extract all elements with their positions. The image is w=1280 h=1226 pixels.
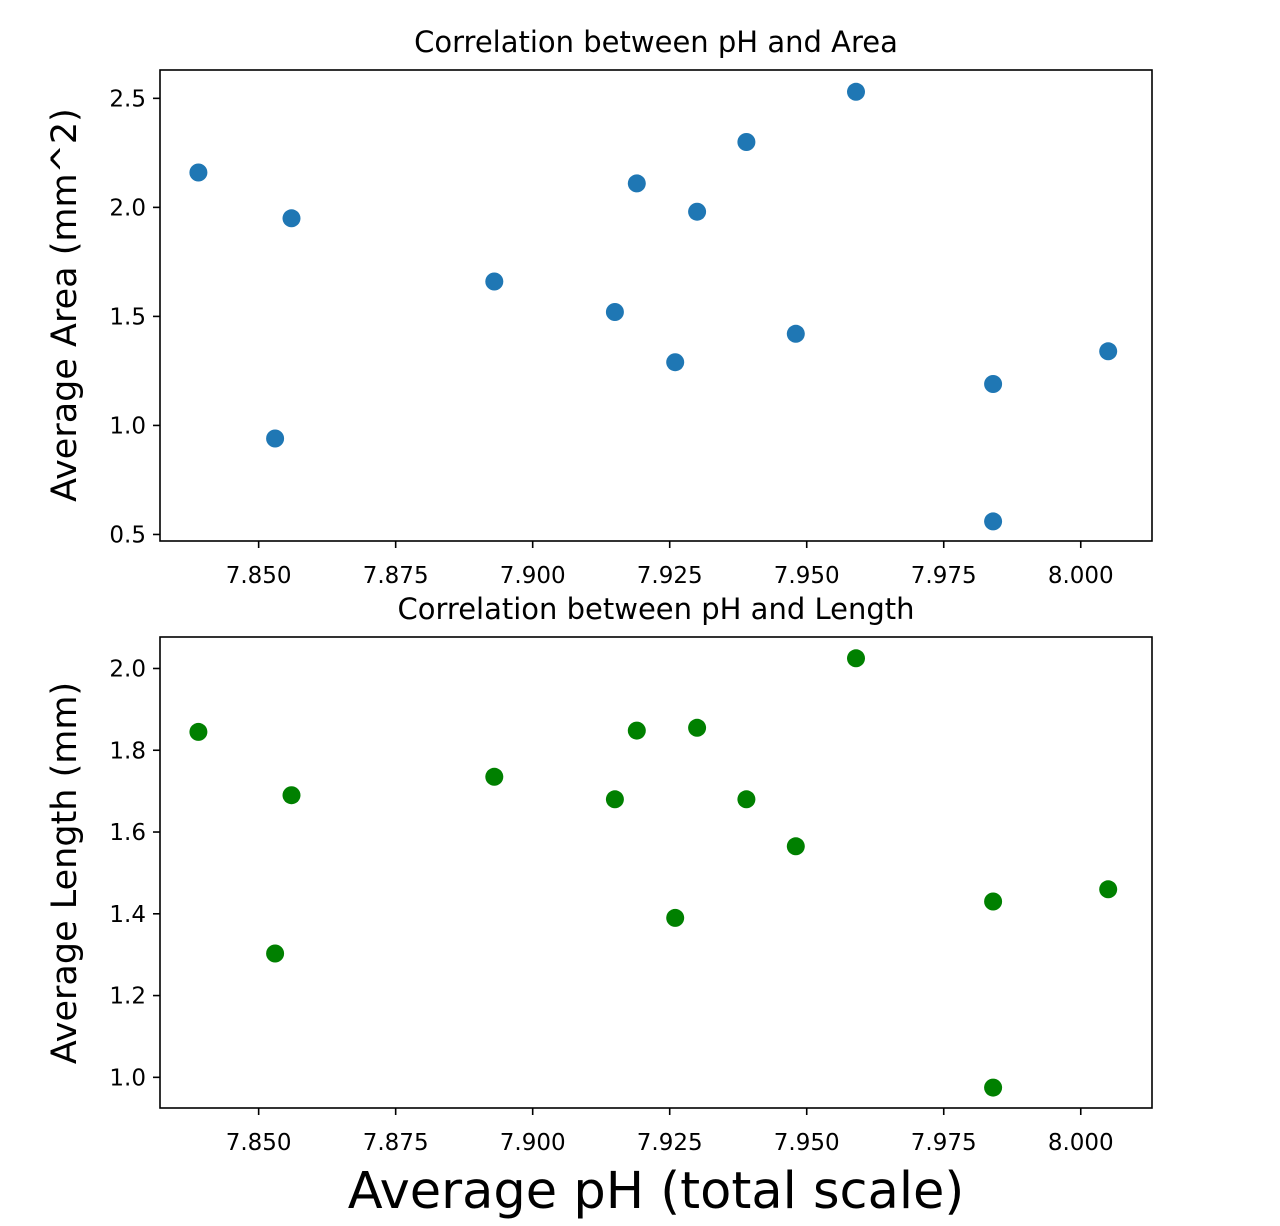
length-data-point <box>627 721 646 740</box>
length-y-tick-label: 2.0 <box>109 656 146 682</box>
length-data-point <box>984 892 1003 911</box>
area-y-tick-label: 2.5 <box>109 86 146 112</box>
length-y-tick-label: 1.4 <box>109 902 146 928</box>
length-data-point <box>737 790 756 809</box>
area-chart-title: Correlation between pH and Area <box>414 25 898 59</box>
area-data-point <box>1099 342 1118 361</box>
length-data-point <box>605 790 624 809</box>
length-x-axis-label: Average pH (total scale) <box>348 1162 965 1221</box>
area-y-axis-label: Average Area (mm^2) <box>45 108 85 502</box>
area-data-point <box>984 375 1003 393</box>
area-x-ticks: 7.850 7.875 7.900 7.925 7.950 7.975 8.000 <box>226 541 1114 589</box>
length-x-tick-label: 7.875 <box>363 1130 429 1156</box>
length-data-point <box>266 944 285 963</box>
length-panel: Correlation between pH and Length Averag… <box>45 592 1153 1221</box>
length-x-tick-label: 7.950 <box>774 1130 840 1156</box>
area-y-ticks: 0.5 1.0 1.5 2.0 2.5 <box>109 86 160 548</box>
area-data-point <box>786 324 805 343</box>
area-data-point <box>688 202 707 221</box>
area-y-tick-label: 1.5 <box>109 304 146 330</box>
length-chart-title: Correlation between pH and Length <box>398 592 915 626</box>
length-y-ticks: 1.0 1.2 1.4 1.6 1.8 2.0 <box>109 656 160 1091</box>
length-data-point <box>688 718 707 737</box>
area-x-tick-label: 7.975 <box>911 563 977 589</box>
length-scatter-points <box>189 649 1118 1097</box>
length-y-tick-label: 1.8 <box>109 738 146 764</box>
area-x-tick-label: 7.850 <box>226 563 292 589</box>
length-y-tick-label: 1.2 <box>109 984 146 1010</box>
area-x-tick-label: 7.900 <box>500 563 566 589</box>
area-data-point <box>847 82 865 101</box>
length-x-tick-label: 7.975 <box>911 1130 977 1156</box>
area-x-tick-label: 8.000 <box>1048 563 1114 589</box>
area-x-tick-label: 7.950 <box>774 563 840 589</box>
length-data-point <box>485 767 504 786</box>
length-plot-frame <box>159 636 1153 1109</box>
length-data-point <box>984 1078 1003 1097</box>
area-x-tick-label: 7.875 <box>363 563 429 589</box>
area-data-point <box>984 512 1003 531</box>
length-x-tick-label: 7.850 <box>226 1130 292 1156</box>
length-data-point <box>786 837 805 856</box>
length-data-point <box>282 786 301 805</box>
area-data-point <box>282 209 301 228</box>
length-data-point <box>666 908 685 927</box>
length-x-ticks: 7.850 7.875 7.900 7.925 7.950 7.975 8.000 <box>226 1108 1114 1156</box>
length-data-point <box>847 649 865 668</box>
length-data-point <box>189 722 208 741</box>
length-x-tick-label: 7.925 <box>637 1130 703 1156</box>
area-data-point <box>737 133 756 151</box>
area-data-point <box>666 353 685 372</box>
length-x-tick-label: 8.000 <box>1048 1130 1114 1156</box>
length-data-point <box>1099 880 1118 899</box>
area-panel: Correlation between pH and Area Average … <box>45 25 1153 589</box>
length-y-tick-label: 1.6 <box>109 820 146 846</box>
length-x-tick-label: 7.900 <box>500 1130 566 1156</box>
area-x-tick-label: 7.925 <box>637 563 703 589</box>
area-data-point <box>485 272 504 291</box>
area-plot-frame <box>159 69 1153 542</box>
area-data-point <box>266 429 285 448</box>
area-scatter-points <box>189 82 1118 531</box>
area-data-point <box>627 174 646 193</box>
area-data-point <box>605 303 624 321</box>
area-data-point <box>189 163 208 182</box>
length-y-tick-label: 1.0 <box>109 1065 146 1091</box>
area-y-tick-label: 2.0 <box>109 195 146 221</box>
area-y-tick-label: 0.5 <box>109 522 146 548</box>
area-y-tick-label: 1.0 <box>109 413 146 439</box>
length-y-axis-label: Average Length (mm) <box>45 682 85 1064</box>
